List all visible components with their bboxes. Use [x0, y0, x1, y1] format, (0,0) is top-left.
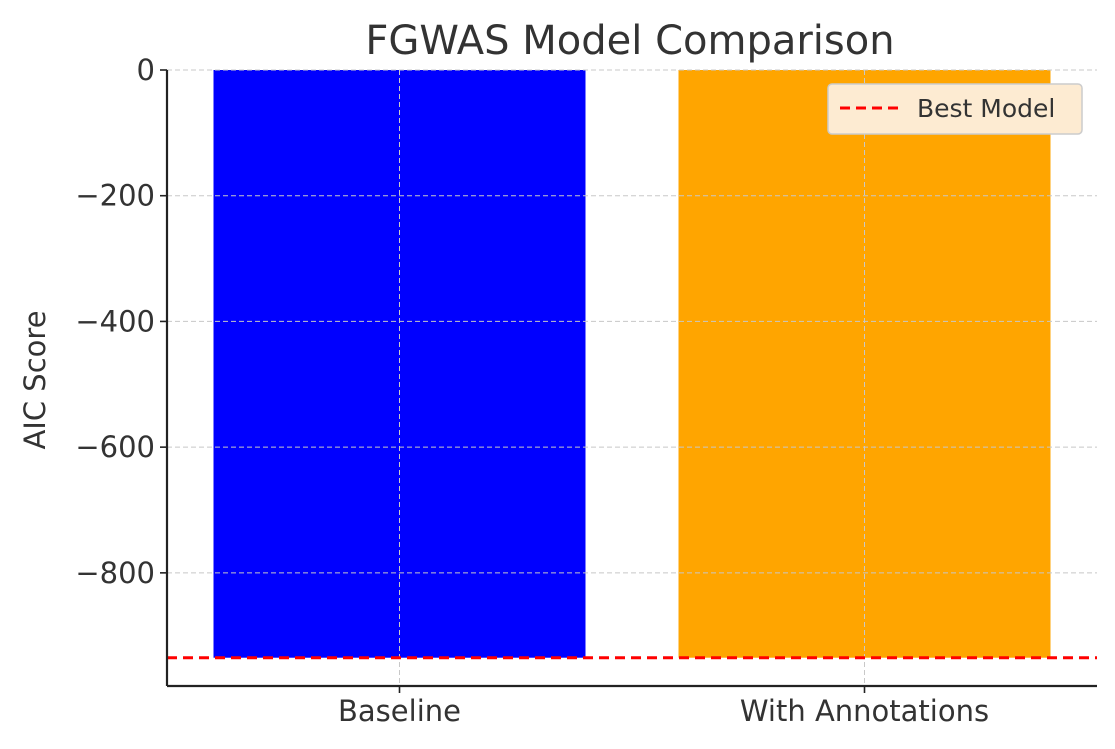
y-axis-label: AIC Score [18, 310, 52, 449]
chart-title: FGWAS Model Comparison [365, 18, 894, 64]
legend-box [827, 83, 1083, 135]
y-tick-label: −600 [75, 430, 155, 464]
axes [165, 70, 1097, 688]
y-tick-label: −200 [75, 179, 155, 213]
bars [213, 70, 1051, 658]
grid [167, 69, 1097, 686]
y-ticks: 0 −200 −400 −600 −800 [75, 53, 167, 590]
legend-entry-label: Best Model [917, 94, 1055, 123]
y-tick-label: 0 [137, 53, 155, 87]
x-tick-label: Baseline [338, 694, 461, 728]
y-tick-label: −400 [75, 304, 155, 338]
legend: Best Model [827, 83, 1083, 135]
y-tick-label: −800 [75, 556, 155, 590]
x-tick-label: With Annotations [740, 694, 989, 728]
x-ticks: Baseline With Annotations [338, 686, 989, 728]
